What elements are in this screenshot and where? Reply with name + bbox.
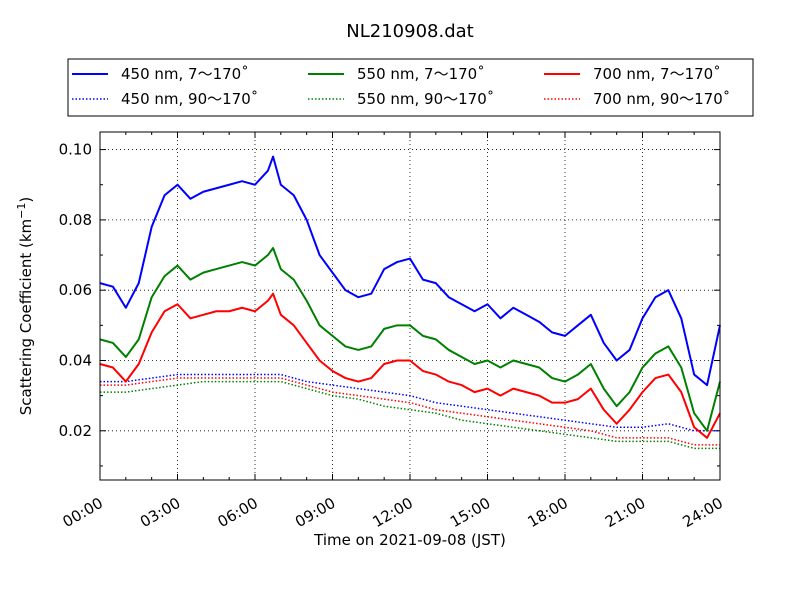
series-line-3 [99,247,721,432]
series-line-1 [99,155,721,387]
y-tick-label: 0.06 [59,281,92,299]
y-axis-label: Scattering Coefficient (km−1) [15,197,35,416]
x-axis-label: Time on 2021-09-08 (JST) [313,531,506,549]
series-line-2 [100,373,720,432]
x-tick-label: 21:00 [602,494,648,531]
y-tick-label: 0.04 [59,351,92,369]
chart-title: NL210908.dat [346,21,473,42]
y-axis-label-exponent: −1 [15,203,28,219]
x-tick-label: 24:00 [680,494,726,531]
y-tick-label: 0.02 [59,422,92,440]
y-axis-label-main: Scattering Coefficient (km [17,219,35,415]
plot-frame [99,131,721,481]
legend-label: 550 nm, 7～170˚ [357,65,485,83]
y-tick-label: 0.08 [59,211,92,229]
legend-label: 700 nm, 7～170˚ [593,65,721,83]
series-line-5 [99,292,721,439]
x-tick-label: 15:00 [447,494,493,531]
x-tick-label: 09:00 [292,494,338,531]
x-tick-label: 12:00 [370,494,416,531]
y-axis-label-close: ) [17,197,35,203]
x-tick-label: 00:00 [60,494,106,531]
plot-area: 00:00 03:00 06:00 09:00 12:00 15:00 18:00 21:00… [59,131,726,531]
y-tick-label: 0.10 [59,141,92,159]
legend-frame [67,58,754,117]
plot-background [100,132,720,480]
legend-label: 450 nm, 90～170˚ [121,90,258,108]
x-tick-label: 06:00 [215,494,261,531]
legend: 450 nm, 7～170˚ 550 nm, 7～170˚ 700 nm, 7～17… [67,58,754,117]
legend-label: 550 nm, 90～170˚ [357,90,494,108]
legend-label: 450 nm, 7～170˚ [121,65,249,83]
x-tick-label: 03:00 [137,494,183,531]
x-tick-label: 18:00 [525,494,571,531]
legend-label: 700 nm, 90～170˚ [593,90,730,108]
